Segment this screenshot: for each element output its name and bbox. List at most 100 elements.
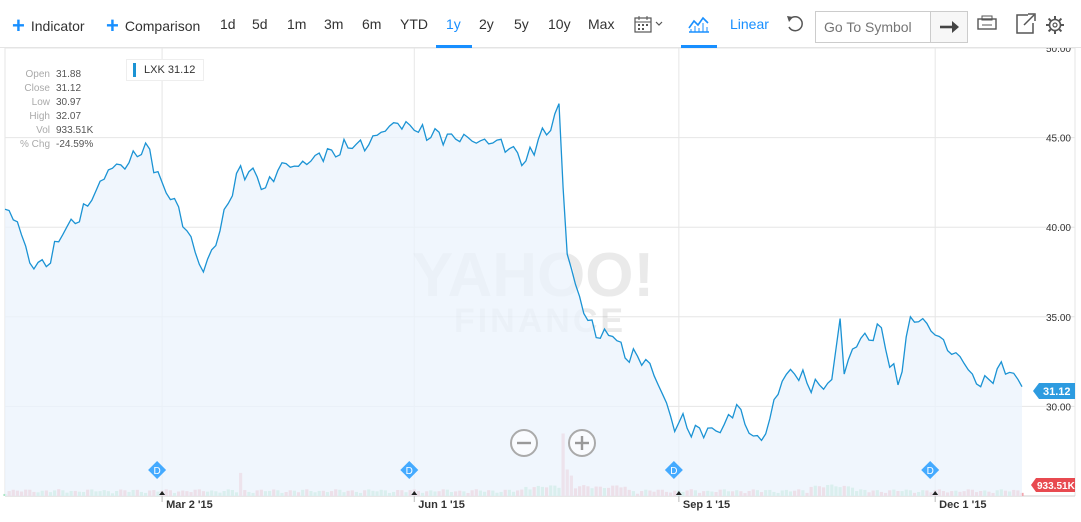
ohlc-row-open: Open 31.88 (14, 68, 93, 82)
range-6m[interactable]: 6m (362, 16, 382, 32)
active-chart-type-indicator (681, 45, 717, 48)
ohlc-label: % Chg (19, 139, 50, 150)
zoom-in-button[interactable] (568, 429, 596, 457)
dividend-tick (932, 491, 939, 495)
volume-value-label: 933.51K (1037, 481, 1076, 492)
range-3m[interactable]: 3m (324, 16, 344, 32)
price-line (4, 103, 1023, 442)
y-tick-label: 40.00 (1046, 223, 1071, 234)
range-max[interactable]: Max (588, 16, 615, 32)
y-tick-label: 30.00 (1046, 402, 1071, 413)
print-icon (977, 15, 997, 30)
reset-button[interactable] (784, 8, 806, 40)
dividend-marker: D (148, 461, 167, 495)
dividend-label: D (406, 466, 413, 477)
add-comparison-button[interactable]: + Comparison (106, 8, 200, 40)
range-1m[interactable]: 1m (287, 16, 307, 32)
undo-icon (787, 15, 803, 32)
x-tick-label: Sep 1 '15 (683, 499, 730, 511)
chart-type-button[interactable] (687, 8, 711, 40)
ohlc-label: Close (24, 83, 50, 94)
ohlc-value: 31.12 (56, 83, 82, 94)
ohlc-row-volume: Vol 933.51K (14, 124, 93, 138)
dividend-label: D (153, 466, 160, 477)
range-2y[interactable]: 2y (479, 16, 494, 32)
dividend-diamond (400, 461, 419, 479)
ohlc-label: High (29, 111, 50, 122)
ohlc-value: -24.59% (56, 139, 94, 150)
gear-icon (1046, 16, 1064, 34)
comparison-label: Comparison (124, 18, 201, 34)
x-tick-label: Dec 1 '15 (939, 499, 986, 511)
dividend-marker: D (921, 461, 940, 495)
y-tick-label: 45.00 (1046, 134, 1071, 145)
x-tick-label: Mar 2 '15 (166, 499, 213, 511)
dividend-diamond (148, 461, 167, 479)
y-tick-label: 50.00 (1046, 48, 1071, 55)
range-1y[interactable]: 1y (446, 16, 461, 32)
chart-toolbar: + Indicator + Comparison 1d 5d 1m 3m 6m YT… (0, 0, 1081, 48)
ohlc-row-close: Close 31.12 (14, 82, 93, 96)
indicator-label: Indicator (30, 18, 85, 34)
ohlc-value: 32.07 (56, 111, 82, 122)
price-series (4, 103, 1023, 496)
add-indicator-button[interactable]: + Indicator (12, 8, 85, 40)
range-ytd[interactable]: YTD (400, 16, 428, 32)
series-swatch (133, 63, 136, 78)
settings-button[interactable] (1044, 8, 1066, 40)
last-price-badge: 31.12 (1033, 383, 1075, 399)
active-range-indicator (436, 45, 472, 48)
dividend-diamond (921, 461, 940, 479)
range-10y[interactable]: 10y (548, 16, 571, 32)
symbol-search-input[interactable] (822, 12, 934, 42)
ohlc-readout: Open 31.88 Close 31.12 Low 30.97 High 32.07 … (14, 68, 93, 152)
chevron-down-icon (655, 21, 663, 26)
symbol-search-field[interactable] (815, 11, 934, 43)
ohlc-row-change: % Chg -24.59% (14, 138, 93, 152)
series-legend[interactable]: LXK 31.12 (126, 59, 205, 81)
ohlc-label: Vol (36, 125, 50, 136)
popout-icon (1016, 13, 1036, 34)
popout-button[interactable] (1014, 8, 1036, 40)
price-chart: YAHOO! FINANCE 50.0045.0040.0035.0030.00… (3, 48, 1076, 511)
zoom-out-button[interactable] (510, 429, 538, 457)
dividend-label: D (670, 466, 677, 477)
arrow-right-icon (940, 21, 959, 33)
dividend-marker: D (400, 461, 419, 495)
dividend-marker: D (664, 461, 683, 495)
y-axis: 50.00 45.00 40.00 35.00 30.00 (1046, 48, 1071, 413)
range-1d[interactable]: 1d (220, 16, 236, 32)
plus-icon: + (106, 13, 119, 38)
dividend-tick (411, 491, 418, 495)
y-tick-label: 35.00 (1046, 313, 1071, 324)
date-range-button[interactable] (632, 8, 666, 40)
x-tick-label: Jun 1 '15 (418, 499, 465, 511)
scale-toggle[interactable]: Linear (730, 16, 769, 32)
plus-icon: + (12, 13, 25, 38)
legend-symbol: LXK (144, 64, 165, 76)
chart-type-icon (688, 16, 709, 33)
range-5d[interactable]: 5d (252, 16, 268, 32)
ohlc-value: 30.97 (56, 97, 82, 108)
print-button[interactable] (976, 8, 998, 40)
ohlc-value: 31.88 (56, 69, 82, 80)
ohlc-row-high: High 32.07 (14, 110, 93, 124)
price-area (5, 103, 1022, 496)
volume-badge: 933.51K (1031, 478, 1076, 492)
legend-last-price: 31.12 (167, 64, 196, 76)
dividend-diamond (664, 461, 683, 479)
range-5y[interactable]: 5y (514, 16, 529, 32)
ohlc-value: 933.51K (56, 125, 94, 136)
calendar-icon (634, 16, 663, 33)
ohlc-row-low: Low 30.97 (14, 96, 93, 110)
x-axis: Mar 2 '15 Jun 1 '15 Sep 1 '15 Dec 1 '15 (161, 496, 986, 511)
dividend-label: D (927, 466, 934, 477)
zoom-controls (510, 429, 596, 457)
dividend-tick (159, 491, 166, 495)
plus-icon (575, 436, 589, 450)
ohlc-label: Low (31, 97, 50, 108)
go-button[interactable] (930, 11, 968, 43)
last-price-label: 31.12 (1043, 386, 1071, 398)
ohlc-label: Open (25, 69, 50, 80)
